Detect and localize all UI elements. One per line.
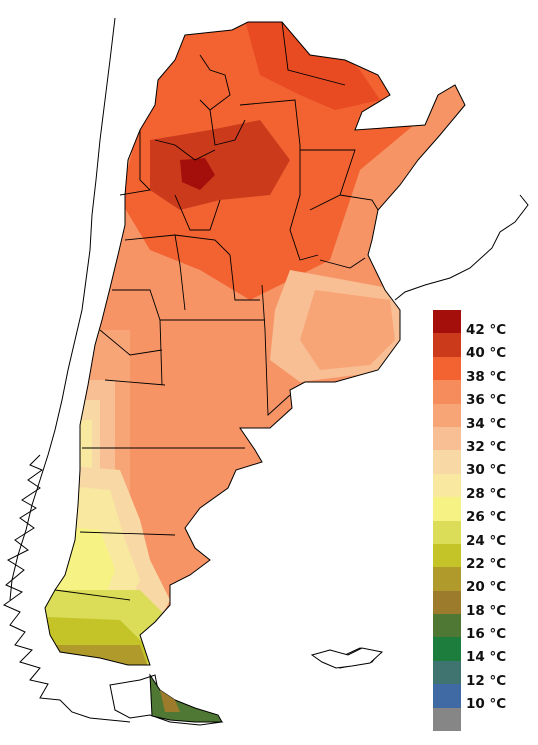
legend-label: 38 °C [466, 368, 507, 385]
legend-label: 40 °C [466, 345, 507, 362]
legend-row: 20 °C [433, 567, 533, 595]
legend-swatch [433, 684, 461, 708]
legend-label: 18 °C [466, 602, 507, 619]
legend-label: 20 °C [466, 579, 507, 596]
legend-row [433, 707, 533, 732]
temperature-legend: 42 °C 40 °C 38 °C 36 °C 34 °C 32 °C 30 °C 28 °C… [433, 310, 533, 732]
legend-row: 38 °C [433, 356, 533, 385]
legend-label: 10 °C [466, 696, 507, 713]
legend-row: 26 °C [433, 497, 533, 525]
legend-swatch [433, 310, 461, 334]
legend-row: 18 °C [433, 590, 533, 619]
legend-swatch [433, 380, 461, 404]
legend-row: 28 °C [433, 473, 533, 502]
legend-swatch [433, 520, 461, 544]
legend-label: 14 °C [466, 649, 507, 666]
legend-row: 16 °C [433, 614, 533, 642]
legend-swatch [433, 637, 461, 661]
legend-row: 36 °C [433, 380, 533, 408]
country-outline [44, 21, 466, 666]
legend-swatch [433, 567, 461, 591]
legend-row: 34 °C [433, 403, 533, 432]
legend-row: 42 °C [433, 310, 533, 338]
legend-label: 28 °C [466, 485, 507, 502]
legend-swatch [433, 614, 461, 638]
legend-swatch [433, 590, 461, 615]
legend-swatch [433, 707, 461, 732]
legend-row: 10 °C [433, 684, 533, 712]
legend-swatch [433, 660, 461, 685]
legend-swatch [433, 403, 461, 427]
legend-label: 26 °C [466, 509, 507, 526]
legend-label: 34 °C [466, 415, 507, 432]
legend-label: 24 °C [466, 532, 507, 549]
legend-label: 32 °C [466, 438, 507, 455]
legend-row: 14 °C [433, 637, 533, 665]
legend-swatch [433, 473, 461, 498]
legend-row: 24 °C [433, 520, 533, 549]
legend-swatch [433, 333, 461, 357]
province-boundaries [54, 21, 379, 601]
legend-label: 30 °C [466, 462, 507, 479]
legend-label: 16 °C [466, 626, 507, 643]
legend-swatch [433, 356, 461, 381]
legend-label: 22 °C [466, 555, 507, 572]
legend-row: 22 °C [433, 543, 533, 572]
legend-row: 12 °C [433, 660, 533, 689]
legend-row: 30 °C [433, 450, 533, 478]
legend-row: 32 °C [433, 426, 533, 455]
legend-swatch [433, 497, 461, 521]
legend-swatch [433, 450, 461, 474]
legend-label: 42 °C [466, 322, 507, 338]
falkland-islands [310, 647, 384, 669]
tierra-del-fuego [149, 673, 223, 723]
legend-label: 12 °C [466, 672, 507, 689]
legend-swatch [433, 426, 461, 451]
legend-swatch [433, 543, 461, 568]
legend-row: 40 °C [433, 333, 533, 361]
legend-label: 36 °C [466, 392, 507, 409]
